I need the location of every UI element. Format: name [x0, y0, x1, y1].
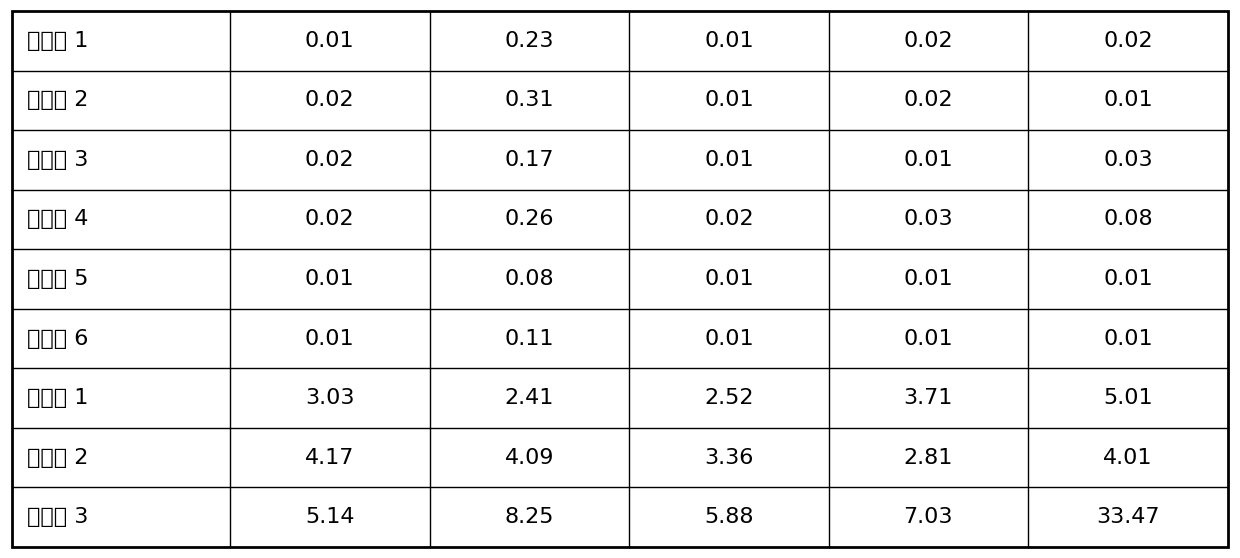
Text: 33.47: 33.47	[1096, 507, 1159, 527]
Text: 0.02: 0.02	[1104, 31, 1153, 51]
Text: 8.25: 8.25	[505, 507, 554, 527]
Text: 对比例 3: 对比例 3	[27, 507, 88, 527]
Text: 0.26: 0.26	[505, 209, 554, 229]
Text: 对比例 1: 对比例 1	[27, 388, 88, 408]
Text: 5.14: 5.14	[305, 507, 355, 527]
Text: 实施例 5: 实施例 5	[27, 269, 89, 289]
Text: 0.02: 0.02	[904, 90, 954, 110]
Text: 实施例 1: 实施例 1	[27, 31, 88, 51]
Text: 3.03: 3.03	[305, 388, 355, 408]
Text: 0.01: 0.01	[305, 269, 355, 289]
Text: 0.02: 0.02	[305, 209, 355, 229]
Text: 0.01: 0.01	[704, 150, 754, 170]
Text: 0.01: 0.01	[704, 31, 754, 51]
Text: 0.01: 0.01	[1104, 269, 1153, 289]
Text: 4.09: 4.09	[505, 448, 554, 468]
Text: 0.08: 0.08	[1104, 209, 1153, 229]
Text: 0.03: 0.03	[904, 209, 954, 229]
Text: 0.01: 0.01	[704, 329, 754, 349]
Text: 对比例 2: 对比例 2	[27, 448, 88, 468]
Text: 2.41: 2.41	[505, 388, 554, 408]
Text: 4.17: 4.17	[305, 448, 355, 468]
Text: 7.03: 7.03	[904, 507, 954, 527]
Text: 0.01: 0.01	[305, 31, 355, 51]
Text: 0.11: 0.11	[505, 329, 554, 349]
Text: 0.01: 0.01	[904, 329, 954, 349]
Text: 0.01: 0.01	[904, 150, 954, 170]
Text: 3.36: 3.36	[704, 448, 754, 468]
Text: 0.01: 0.01	[1104, 329, 1153, 349]
Text: 5.01: 5.01	[1104, 388, 1153, 408]
Text: 0.03: 0.03	[1104, 150, 1153, 170]
Text: 0.23: 0.23	[505, 31, 554, 51]
Text: 5.88: 5.88	[704, 507, 754, 527]
Text: 0.01: 0.01	[904, 269, 954, 289]
Text: 0.02: 0.02	[305, 150, 355, 170]
Text: 0.02: 0.02	[704, 209, 754, 229]
Text: 2.52: 2.52	[704, 388, 754, 408]
Text: 3.71: 3.71	[904, 388, 954, 408]
Text: 0.01: 0.01	[704, 269, 754, 289]
Text: 2.81: 2.81	[904, 448, 954, 468]
Text: 实施例 3: 实施例 3	[27, 150, 88, 170]
Text: 实施例 2: 实施例 2	[27, 90, 88, 110]
Text: 0.31: 0.31	[505, 90, 554, 110]
Text: 0.02: 0.02	[305, 90, 355, 110]
Text: 实施例 4: 实施例 4	[27, 209, 88, 229]
Text: 0.17: 0.17	[505, 150, 554, 170]
Text: 0.08: 0.08	[505, 269, 554, 289]
Text: 4.01: 4.01	[1104, 448, 1153, 468]
Text: 0.01: 0.01	[704, 90, 754, 110]
Text: 0.01: 0.01	[1104, 90, 1153, 110]
Text: 0.02: 0.02	[904, 31, 954, 51]
Text: 实施例 6: 实施例 6	[27, 329, 88, 349]
Text: 0.01: 0.01	[305, 329, 355, 349]
